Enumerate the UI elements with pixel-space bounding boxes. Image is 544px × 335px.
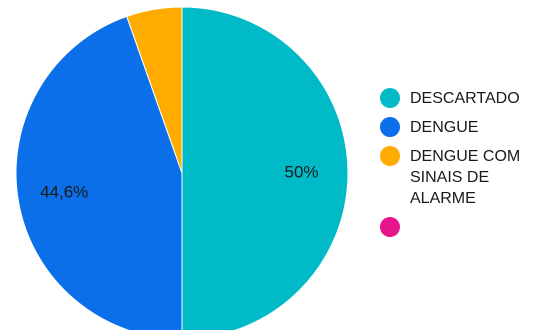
legend-item: DESCARTADO xyxy=(380,88,544,109)
legend-swatch-icon xyxy=(380,146,400,166)
pie-slice-dengue xyxy=(15,15,183,335)
legend-label: DESCARTADO xyxy=(410,90,520,107)
legend-label: DENGUE COM SINAIS DE ALARME xyxy=(410,148,521,207)
legend-swatch-icon xyxy=(380,117,400,137)
pie-slice-dengue-com-sinais-de-alarme xyxy=(126,6,183,174)
pie-slice-labels: 50% 44,6% xyxy=(40,162,318,201)
slice-data-label: 50% xyxy=(285,162,319,181)
legend-item xyxy=(380,217,544,237)
pie-slices xyxy=(15,6,349,335)
legend-item: DENGUE COM SINAIS DE ALARME xyxy=(380,146,544,209)
pie-slice-descartado xyxy=(181,6,349,335)
slice-data-label: 44,6% xyxy=(40,183,88,202)
chart-legend: DESCARTADO DENGUE DENGUE COM SINAIS DE ALA… xyxy=(380,88,544,245)
legend-label: DENGUE xyxy=(410,119,479,136)
legend-swatch-icon xyxy=(380,217,400,237)
legend-swatch-icon xyxy=(380,88,400,108)
legend-item: DENGUE xyxy=(380,117,544,138)
